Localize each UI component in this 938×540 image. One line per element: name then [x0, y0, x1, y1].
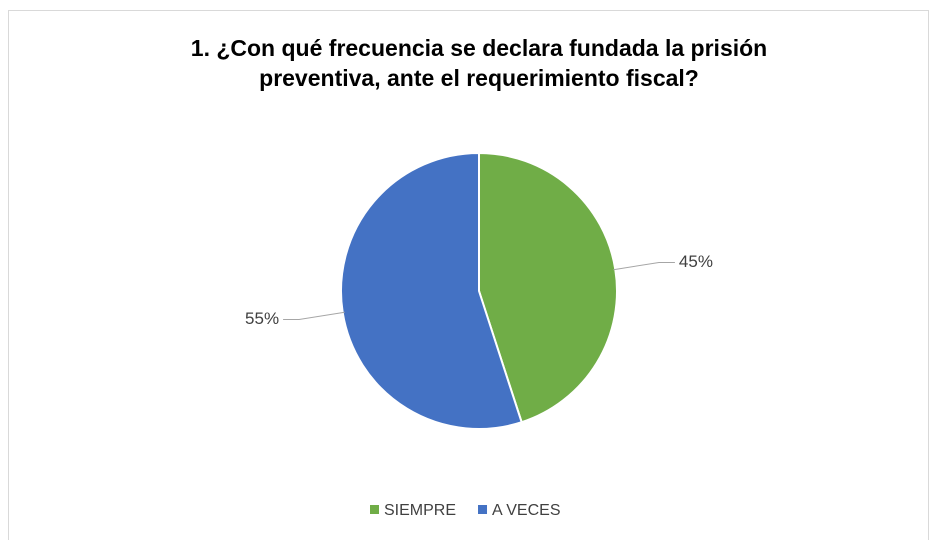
chart-title: 1. ¿Con qué frecuencia se declara fundad… — [191, 35, 767, 61]
leader-line — [283, 311, 345, 320]
chart-title: preventiva, ante el requerimiento fiscal… — [259, 65, 699, 91]
data-label: 55% — [245, 309, 279, 328]
data-label: 45% — [679, 252, 713, 271]
leader-line — [613, 262, 675, 271]
legend-swatch — [478, 505, 488, 514]
legend-label: SIEMPRE — [384, 502, 456, 519]
legend-swatch — [370, 505, 379, 514]
legend-label: A VECES — [492, 502, 560, 519]
